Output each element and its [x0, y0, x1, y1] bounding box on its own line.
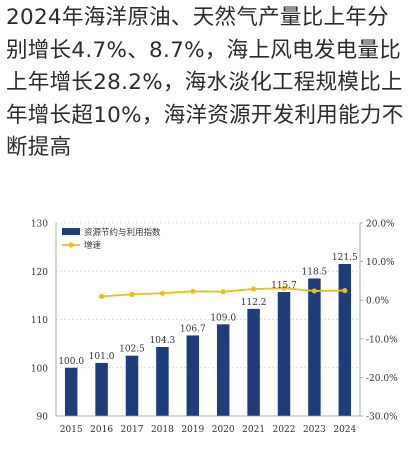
growth-point: [220, 289, 226, 295]
growth-line-series: [99, 285, 348, 299]
bar-value-label: 112.2: [241, 298, 267, 308]
chart-svg: 100.0 101.0 102.5 104.3 106.7 109.0 112.2 115.7…: [31, 220, 398, 436]
bar-series: [64, 264, 352, 416]
bar: [216, 324, 230, 416]
x-tick-label: 2015: [60, 425, 83, 435]
x-tick-label: 2019: [181, 425, 204, 435]
bar-value-label: 100.0: [58, 357, 84, 367]
y-right-tick-label: 10.0%: [366, 258, 395, 268]
growth-point: [281, 285, 287, 291]
bar-value-label: 109.0: [210, 313, 236, 323]
bar: [125, 355, 139, 416]
y-left-tick-label: 100: [31, 364, 48, 374]
x-tick-label: 2016: [90, 425, 113, 435]
bar: [64, 367, 78, 416]
bar: [247, 308, 260, 416]
x-tick-label: 2017: [121, 425, 144, 435]
y-right-tick-label: -20.0%: [366, 374, 398, 384]
legend-line-label: 增速: [84, 240, 102, 251]
legend-bar-label: 资源节约与利用指数: [84, 227, 161, 238]
bar-value-label: 101.0: [89, 352, 115, 362]
bar: [95, 362, 108, 416]
bar-value-label: 115.7: [271, 281, 297, 291]
x-tick-label: 2022: [273, 425, 296, 435]
x-tick-label: 2020: [212, 425, 235, 435]
growth-point: [159, 290, 165, 296]
bar: [338, 264, 352, 416]
legend-line-marker: [68, 242, 74, 248]
bar-value-label: 106.7: [180, 324, 206, 334]
bar-value-label: 118.5: [302, 267, 328, 277]
bar-value-label: 104.3: [150, 336, 176, 346]
y-right-tick-label: 20.0%: [366, 220, 395, 230]
y-left-tick-label: 130: [31, 220, 48, 230]
bar: [308, 278, 321, 416]
bar-value-labels: 100.0 101.0 102.5 104.3 106.7 109.0 112.2 115.7…: [58, 253, 358, 367]
headline: 2024年海洋原油、天然气产量比上年分别增长4.7%、8.7%，海上风电发电量比…: [6, 5, 404, 161]
bar: [277, 291, 291, 416]
growth-point: [342, 287, 348, 294]
bar-value-label: 121.5: [332, 253, 358, 263]
y-right-tick-label: -10.0%: [366, 335, 398, 345]
y-left-tick-label: 90: [37, 413, 49, 423]
growth-point: [190, 288, 196, 294]
growth-point: [251, 286, 257, 292]
axes: 90 100 110 120 130 20.0% 10.0% 0.0% -10.0% -20.0%…: [31, 220, 398, 436]
legend-bar-swatch: [62, 228, 80, 235]
y-right-tick-label: 0.0%: [366, 297, 389, 307]
growth-point: [99, 293, 105, 299]
bar: [186, 335, 200, 416]
x-tick-label: 2021: [242, 425, 265, 435]
x-tick-label: 2018: [151, 425, 174, 435]
y-left-tick-label: 120: [31, 268, 48, 278]
growth-point: [129, 291, 135, 298]
growth-point: [311, 288, 317, 294]
bar: [156, 347, 169, 416]
x-tick-label: 2023: [303, 425, 326, 435]
x-tick-label: 2024: [333, 425, 356, 435]
bar-value-label: 102.5: [119, 345, 145, 355]
y-right-tick-label: -30.0%: [366, 413, 398, 423]
y-left-tick-label: 110: [31, 316, 48, 326]
chart-container: 100.0 101.0 102.5 104.3 106.7 109.0 112.2 115.7…: [0, 208, 412, 454]
